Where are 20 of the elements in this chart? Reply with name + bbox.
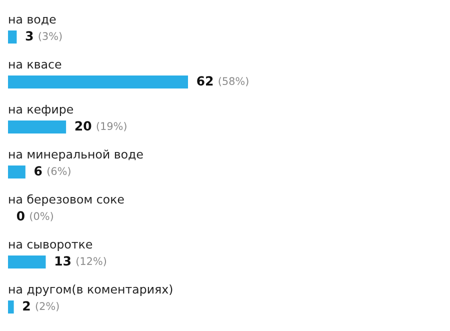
data-label: 13 (12%) [55,256,106,266]
data-label: 0 (0%) [16,211,53,222]
y-tick-label: на другом(в коментариях) [9,284,172,296]
y-tick-label: на сыворотке [9,242,92,251]
bar [8,30,17,44]
y-tick-label: на березовом соке [9,194,124,206]
data-label: 2 (2%) [23,301,59,312]
bar [8,120,66,134]
data-label: 62 (58%) [197,76,248,86]
bar [8,255,46,269]
y-tick-label: на кефире [9,104,73,116]
bar [8,300,14,314]
data-label: 6 (6%) [34,166,70,176]
data-label: 3 (3%) [26,31,62,42]
bar [8,165,26,179]
y-tick-label: на воде [9,16,56,26]
y-tick-label: на минеральной воде [9,150,143,161]
bar [8,75,188,89]
y-tick-label: на квасе [9,62,62,69]
data-label: 20 (19%) [75,121,126,132]
